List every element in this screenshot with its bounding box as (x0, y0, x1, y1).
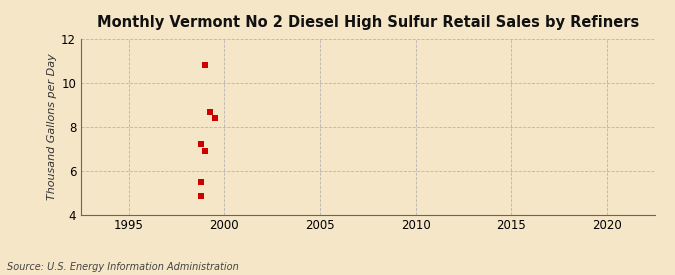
Y-axis label: Thousand Gallons per Day: Thousand Gallons per Day (47, 53, 57, 200)
Title: Monthly Vermont No 2 Diesel High Sulfur Retail Sales by Refiners: Monthly Vermont No 2 Diesel High Sulfur … (97, 15, 639, 31)
Point (200, 63, 211, 67)
Point (195, 179, 206, 184)
Point (205, 110, 215, 114)
Point (200, 148, 211, 153)
Point (209, 116, 220, 120)
Point (195, 142, 206, 146)
Text: Source: U.S. Energy Information Administration: Source: U.S. Energy Information Administ… (7, 262, 238, 272)
Point (195, 194, 206, 198)
